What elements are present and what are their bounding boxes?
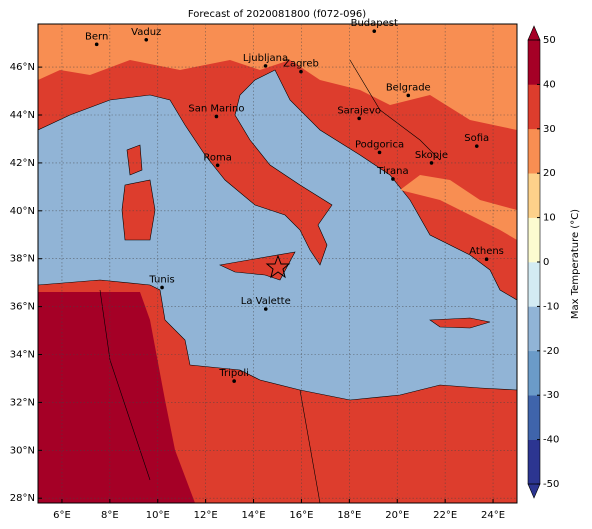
x-tick-label: 6°E xyxy=(53,510,71,521)
city-dot xyxy=(372,29,377,33)
colorbar-tick-label: -10 xyxy=(543,301,559,312)
x-tick-label: 24°E xyxy=(481,510,505,521)
x-tick-label: 18°E xyxy=(337,510,361,521)
y-tick-label: 46°N xyxy=(10,62,35,73)
colorbar-extend-bottom xyxy=(527,483,541,499)
city-label: Tunis xyxy=(148,274,174,285)
colorbar-tick-label: -50 xyxy=(543,479,559,490)
sardinia xyxy=(121,179,156,241)
colorbar-band xyxy=(528,173,540,218)
city-dot xyxy=(214,114,219,119)
forecast-star xyxy=(265,254,291,279)
city-dot xyxy=(263,307,268,311)
colorbar-band xyxy=(528,40,540,85)
y-tick-label: 38°N xyxy=(10,254,35,265)
y-tick-label: 44°N xyxy=(10,110,35,121)
colorbar-tick-label: 30 xyxy=(543,124,556,135)
colorbar-tick-label: 50 xyxy=(543,35,556,46)
balkan-warm-region xyxy=(400,175,517,240)
colorbar-tick-label: -20 xyxy=(543,346,559,357)
y-tick-label: 36°N xyxy=(10,302,35,313)
y-tick-label: 42°N xyxy=(10,158,35,169)
colorbar-band xyxy=(528,84,540,130)
colorbar-band xyxy=(528,439,540,485)
city-label: Tirana xyxy=(376,166,408,177)
north-warm-region xyxy=(38,24,517,130)
city-dot xyxy=(144,38,149,42)
colorbar-tick-label: -40 xyxy=(543,435,559,446)
city-label: Vaduz xyxy=(131,27,161,38)
x-tick-label: 12°E xyxy=(194,510,218,521)
city-dot xyxy=(429,161,434,165)
chart-title: Forecast of 2020081800 (f072-096) xyxy=(188,9,366,20)
x-tick-label: 20°E xyxy=(385,510,409,521)
city-dot xyxy=(94,42,99,47)
city-label: Sarajevo xyxy=(337,105,381,116)
colorbar-band xyxy=(528,306,540,352)
city-dot xyxy=(357,116,361,121)
colorbar-band xyxy=(528,262,540,307)
city-dot xyxy=(391,177,395,181)
colorbar-extend-top xyxy=(527,25,541,41)
colorbar-band xyxy=(528,350,540,396)
colorbar-tick-label: 40 xyxy=(543,79,556,90)
city-dot xyxy=(406,93,411,98)
colorbar-tick-label: 20 xyxy=(543,168,556,179)
city-dot xyxy=(474,144,479,148)
city-dot xyxy=(377,150,382,155)
colorbar-band xyxy=(528,128,540,174)
colorbar-tick-label: 0 xyxy=(543,257,549,268)
border-line xyxy=(99,59,441,503)
city-dot xyxy=(160,285,164,290)
city-label: Ljubljana xyxy=(243,53,288,64)
city-dot xyxy=(299,69,303,74)
colorbar-tick-label: -30 xyxy=(543,390,559,401)
city-label: Athens xyxy=(469,246,504,257)
y-tick-label: 40°N xyxy=(10,206,35,217)
map-area xyxy=(38,24,517,503)
city-label: Bern xyxy=(85,31,108,42)
city-label: Podgorica xyxy=(355,139,404,150)
city-label: Budapest xyxy=(351,18,398,29)
city-label: Skopje xyxy=(415,150,448,161)
x-tick-label: 16°E xyxy=(289,510,313,521)
x-tick-label: 10°E xyxy=(146,510,170,521)
y-tick-label: 30°N xyxy=(10,445,35,456)
x-tick-label: 14°E xyxy=(242,510,266,521)
city-dot xyxy=(215,163,220,168)
colorbar-tick-label: 10 xyxy=(543,213,556,224)
y-tick-label: 34°N xyxy=(10,350,35,361)
city-dot xyxy=(263,64,268,68)
city-label: Belgrade xyxy=(386,82,431,93)
corsica xyxy=(126,144,143,176)
colorbar-label: Max Temperature (°C) xyxy=(570,209,581,319)
x-tick-label: 22°E xyxy=(433,510,457,521)
city-label: Tripoli xyxy=(218,368,249,379)
city-label: La Valette xyxy=(241,296,291,307)
colorbar-band xyxy=(528,217,540,263)
city-label: Zagreb xyxy=(283,59,319,70)
city-dot xyxy=(232,379,236,383)
map-frame xyxy=(37,23,518,504)
city-label: Sofia xyxy=(464,133,489,144)
city-dot xyxy=(484,257,489,261)
x-tick-label: 8°E xyxy=(101,510,119,521)
city-label: San Marino xyxy=(188,103,244,114)
y-tick-label: 32°N xyxy=(10,397,35,408)
city-label: Roma xyxy=(203,152,232,163)
colorbar-band xyxy=(528,395,540,440)
y-tick-label: 28°N xyxy=(10,493,35,504)
